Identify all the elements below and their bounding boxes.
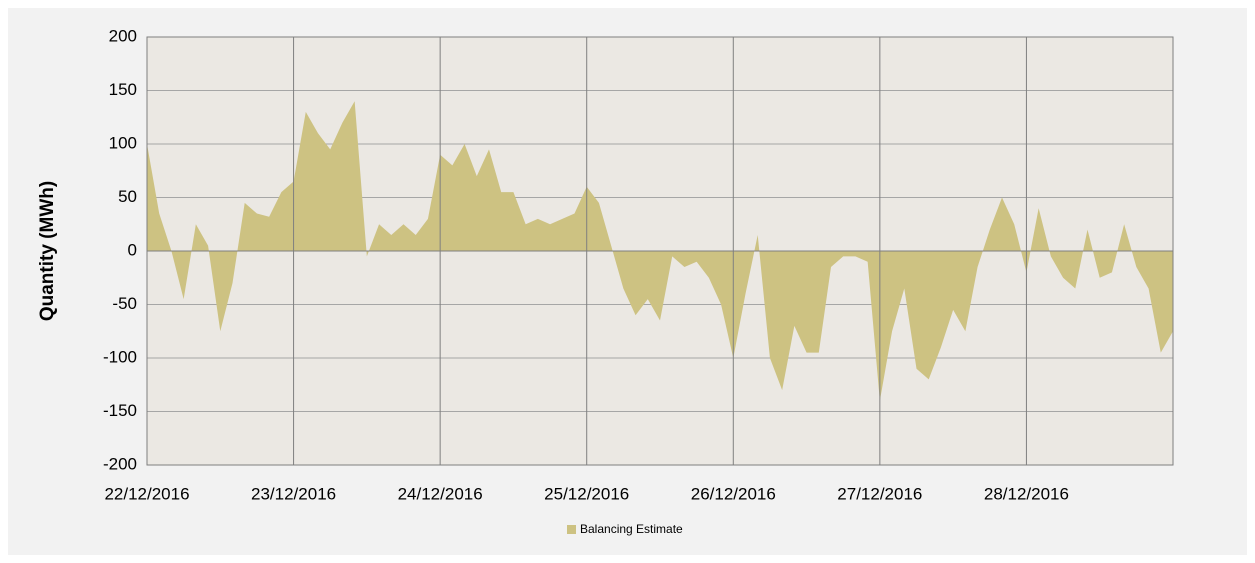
x-tick-label: 22/12/2016 — [104, 484, 189, 503]
x-tick-label: 24/12/2016 — [398, 484, 483, 503]
x-tick-label: 26/12/2016 — [691, 484, 776, 503]
y-tick-label: -100 — [103, 347, 137, 366]
y-axis-label: Quantity (MWh) — [37, 181, 58, 321]
y-tick-label: 50 — [118, 187, 137, 206]
legend-label: Balancing Estimate — [580, 522, 683, 536]
y-tick-label: 150 — [109, 80, 137, 99]
area — [147, 101, 1173, 401]
legend-swatch — [567, 525, 576, 534]
x-tick-label: 25/12/2016 — [544, 484, 629, 503]
x-tick-label: 27/12/2016 — [837, 484, 922, 503]
y-tick-label: 0 — [128, 240, 137, 259]
y-tick-label: -50 — [112, 294, 137, 313]
y-tick-label: 100 — [109, 133, 137, 152]
y-tick-label: -200 — [103, 454, 137, 473]
y-tick-label: 200 — [109, 26, 137, 45]
y-tick-label: -150 — [103, 401, 137, 420]
x-tick-label: 23/12/2016 — [251, 484, 336, 503]
x-tick-label: 28/12/2016 — [984, 484, 1069, 503]
